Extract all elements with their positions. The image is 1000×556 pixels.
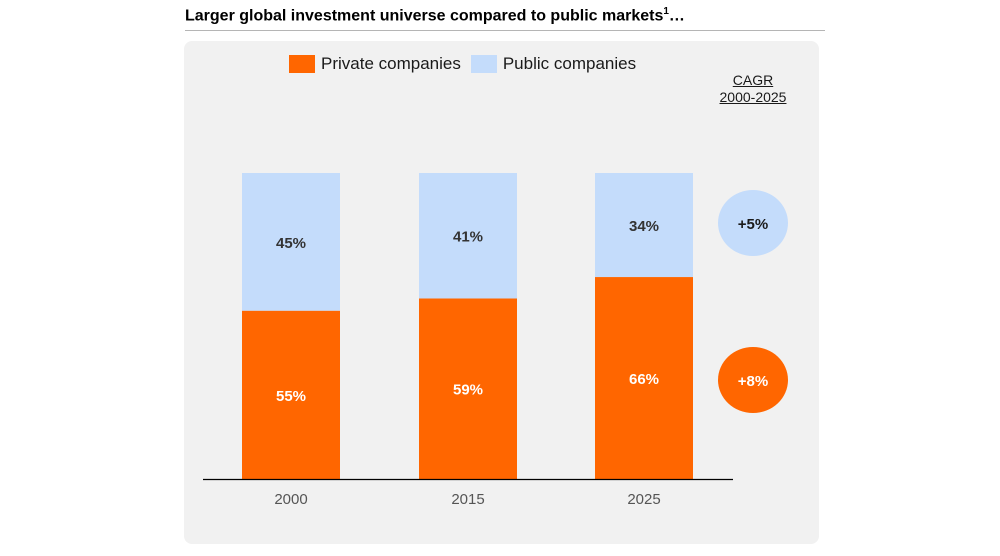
data-label-private-2015: 59% bbox=[453, 382, 483, 399]
title-text: Larger global investment universe compar… bbox=[185, 7, 664, 25]
legend-item-public: Public companies bbox=[470, 54, 637, 74]
cagr-private-value: +8% bbox=[738, 373, 768, 390]
data-label-private-2025: 66% bbox=[629, 371, 659, 388]
bar-public-2000 bbox=[242, 173, 340, 311]
cagr-header: CAGR 2000-2025 bbox=[713, 72, 793, 106]
bar-private-2000 bbox=[242, 310, 340, 479]
title-divider bbox=[185, 30, 825, 31]
bar-private-2015 bbox=[419, 298, 517, 479]
bar-public-2015 bbox=[419, 173, 517, 299]
legend-swatch-private bbox=[289, 55, 315, 73]
data-label-public-2015: 41% bbox=[453, 229, 483, 246]
cagr-public-circle bbox=[718, 190, 788, 256]
data-label-private-2000: 55% bbox=[276, 388, 306, 405]
legend-label-public: Public companies bbox=[502, 54, 637, 73]
x-tick-label-2000: 2000 bbox=[274, 491, 307, 508]
bar-private-2025 bbox=[595, 277, 693, 479]
data-label-public-2000: 45% bbox=[276, 235, 306, 252]
legend-item-private: Private companies bbox=[289, 54, 461, 74]
title-footnote-marker: 1 bbox=[663, 6, 669, 17]
legend-label-private: Private companies bbox=[321, 54, 461, 73]
cagr-period: 2000-2025 bbox=[719, 89, 787, 105]
legend-swatch-public bbox=[470, 55, 497, 73]
cagr-private-circle bbox=[718, 347, 788, 413]
page-title: Larger global investment universe compar… bbox=[185, 6, 685, 25]
data-label-public-2025: 34% bbox=[629, 218, 659, 235]
chart-legend: Private companies Public companies bbox=[289, 54, 646, 74]
title-ellipsis: … bbox=[668, 7, 685, 25]
cagr-public-value: +5% bbox=[738, 216, 768, 233]
bar-public-2025 bbox=[595, 173, 693, 278]
x-tick-label-2015: 2015 bbox=[451, 491, 484, 508]
cagr-label: CAGR bbox=[732, 72, 774, 88]
x-tick-label-2025: 2025 bbox=[627, 491, 660, 508]
